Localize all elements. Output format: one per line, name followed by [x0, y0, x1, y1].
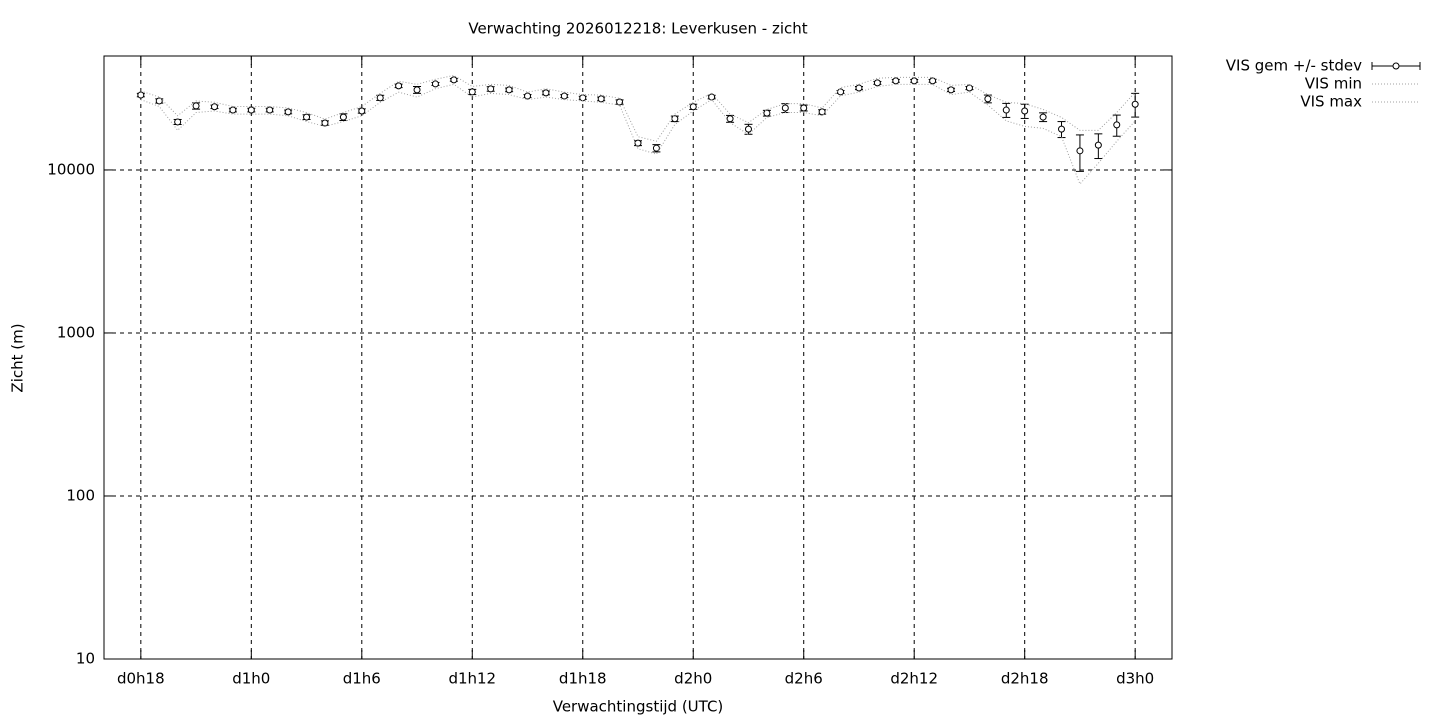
data-point: [892, 77, 900, 85]
min-max-line: [140, 74, 1136, 142]
data-point: [800, 104, 808, 112]
data-point: [984, 95, 992, 103]
data-point: [910, 77, 918, 85]
data-point: [818, 108, 826, 116]
data-point: [634, 139, 642, 147]
legend-label: VIS gem +/- stdev: [1226, 57, 1362, 75]
data-point: [726, 115, 734, 123]
data-point: [965, 84, 973, 92]
legend-label: VIS min: [1305, 75, 1362, 93]
data-point: [671, 115, 679, 123]
data-point: [616, 98, 624, 106]
x-tick-label: d2h0: [674, 670, 712, 688]
data-point: [1058, 125, 1066, 133]
legend-label: VIS max: [1300, 93, 1362, 111]
y-axis-label: Zicht (m): [9, 323, 27, 392]
data-point: [210, 103, 218, 111]
data-point: [763, 109, 771, 117]
legend-swatch: [1392, 62, 1400, 70]
data-point: [744, 125, 752, 133]
data-point: [542, 89, 550, 97]
plot-frame: [103, 55, 1173, 660]
data-point: [1002, 106, 1010, 114]
data-point: [339, 113, 347, 121]
data-point: [174, 118, 182, 126]
data-point: [395, 82, 403, 90]
x-tick-label: d2h6: [785, 670, 823, 688]
chart-title: Verwachting 2026012218: Leverkusen - zic…: [468, 20, 807, 38]
y-tick-label: 1000: [57, 323, 95, 341]
data-point: [1094, 141, 1102, 149]
data-point: [947, 86, 955, 94]
data-point: [487, 85, 495, 93]
x-tick-label: d1h18: [559, 670, 607, 688]
x-axis-label: Verwachtingstijd (UTC): [553, 698, 724, 716]
data-point: [929, 77, 937, 85]
data-point: [1021, 107, 1029, 115]
y-tick-label: 10000: [47, 160, 95, 178]
data-point: [358, 107, 366, 115]
x-tick-label: d1h6: [343, 670, 381, 688]
data-point: [303, 113, 311, 121]
y-tick-label: 100: [66, 486, 95, 504]
data-point: [689, 103, 697, 111]
x-tick-label: d1h0: [232, 670, 270, 688]
data-point: [1076, 147, 1084, 155]
data-point: [781, 104, 789, 112]
data-point: [1113, 121, 1121, 129]
data-point: [468, 88, 476, 96]
data-point: [1039, 113, 1047, 121]
data-point: [376, 94, 384, 102]
x-tick-label: d1h12: [448, 670, 496, 688]
x-tick-label: d2h12: [890, 670, 938, 688]
data-point: [431, 80, 439, 88]
data-point: [192, 102, 200, 110]
data-point: [284, 108, 292, 116]
data-point: [652, 144, 660, 152]
data-point: [450, 76, 458, 84]
x-tick-label: d3h0: [1116, 670, 1154, 688]
data-point: [229, 106, 237, 114]
y-tick-label: 10: [76, 650, 95, 668]
data-point: [855, 84, 863, 92]
data-point: [266, 106, 274, 114]
data-point: [505, 86, 513, 94]
data-point: [873, 79, 881, 87]
data-point: [137, 91, 145, 99]
data-point: [837, 88, 845, 96]
data-point: [321, 119, 329, 127]
x-tick-label: d2h18: [1001, 670, 1049, 688]
data-point: [1131, 100, 1139, 108]
data-point: [560, 92, 568, 100]
data-point: [247, 106, 255, 114]
data-point: [524, 92, 532, 100]
data-point: [413, 86, 421, 94]
x-tick-label: d0h18: [117, 670, 165, 688]
data-point: [579, 94, 587, 102]
data-point: [597, 95, 605, 103]
data-point: [155, 97, 163, 105]
